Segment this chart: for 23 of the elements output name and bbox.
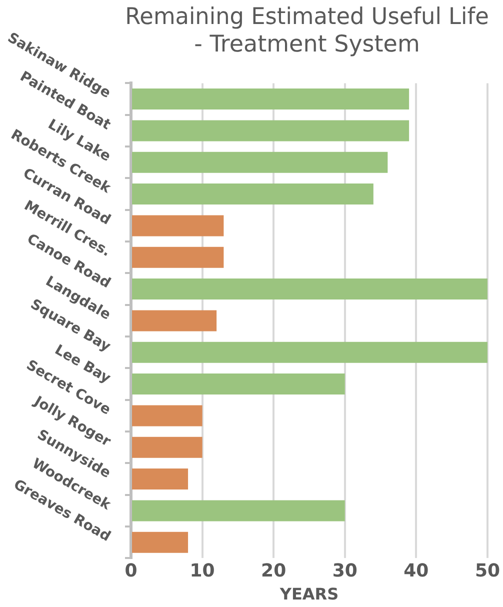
x-tick-label: 10 — [190, 560, 215, 582]
x-tick-label: 50 — [474, 560, 500, 582]
bar — [132, 500, 345, 522]
x-tick-label: 30 — [332, 560, 358, 582]
bar — [132, 120, 410, 142]
bar — [132, 310, 217, 332]
x-tick-label: 20 — [261, 560, 286, 582]
bar — [132, 532, 188, 553]
x-axis-title: YEARS — [278, 584, 339, 604]
bar — [132, 374, 345, 395]
bar — [132, 342, 488, 363]
bar — [132, 246, 224, 268]
bar — [132, 215, 224, 236]
bar — [132, 88, 410, 110]
bar — [132, 436, 202, 458]
bar — [132, 184, 374, 205]
bar — [132, 468, 188, 490]
chart-title: Remaining Estimated Useful Life - Treatment System — [125, 4, 489, 58]
bar — [132, 278, 488, 300]
bar — [132, 405, 202, 426]
x-tick-label: 0 — [124, 560, 138, 582]
bar — [132, 152, 388, 173]
x-tick-label: 40 — [404, 560, 429, 582]
